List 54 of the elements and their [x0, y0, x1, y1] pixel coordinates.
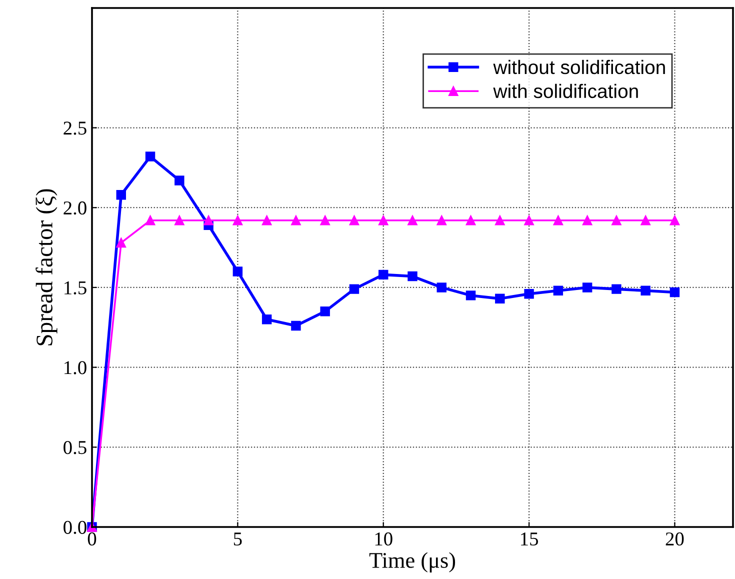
point: [670, 216, 680, 226]
y-tick-label: 1.0: [64, 361, 86, 374]
point: [145, 216, 156, 226]
point: [640, 286, 650, 296]
y-tick-label: 0.0: [64, 520, 86, 534]
point: [378, 270, 388, 280]
point: [349, 216, 360, 226]
point: [116, 190, 126, 200]
point: [320, 216, 330, 226]
legend-label: without solidification: [493, 60, 665, 74]
point: [524, 216, 534, 226]
point: [553, 286, 564, 296]
x-tick-label: 5: [234, 532, 242, 546]
x-tick-label: 15: [521, 532, 538, 546]
point: [378, 216, 388, 226]
point: [204, 216, 214, 226]
point: [291, 216, 301, 226]
point: [174, 216, 184, 226]
point: [145, 152, 156, 162]
point: [582, 282, 592, 292]
point: [495, 216, 505, 226]
legend-label: with solidification: [493, 84, 638, 98]
point: [495, 294, 505, 304]
point: [262, 216, 272, 226]
point: [553, 216, 564, 226]
x-tick-label: 20: [666, 532, 684, 546]
point: [612, 284, 622, 294]
point: [640, 216, 650, 226]
point: [436, 282, 446, 292]
x-tick-label: 10: [375, 532, 392, 546]
point: [582, 216, 592, 226]
point: [524, 288, 534, 299]
point: [466, 290, 476, 300]
point: [466, 216, 476, 226]
point: [670, 287, 680, 298]
point: [232, 216, 243, 226]
x-axis-title: Time (μs): [369, 552, 456, 572]
point: [262, 314, 272, 324]
point: [436, 216, 446, 226]
y-tick-label: 0.5: [64, 440, 86, 454]
point: [291, 320, 301, 331]
point: [174, 176, 184, 186]
point: [320, 306, 330, 316]
y-tick-label: 2.5: [64, 122, 86, 135]
point: [116, 238, 126, 248]
y-tick-label: 1.5: [64, 281, 86, 294]
point: [408, 216, 418, 226]
point: [349, 284, 360, 294]
point: [612, 216, 622, 226]
y-tick-label: 2.0: [64, 201, 86, 215]
point: [232, 266, 243, 276]
x-tick-label: 0: [88, 532, 96, 546]
point: [408, 271, 418, 282]
y-axis-title: Spread factor (ξ): [36, 189, 58, 346]
